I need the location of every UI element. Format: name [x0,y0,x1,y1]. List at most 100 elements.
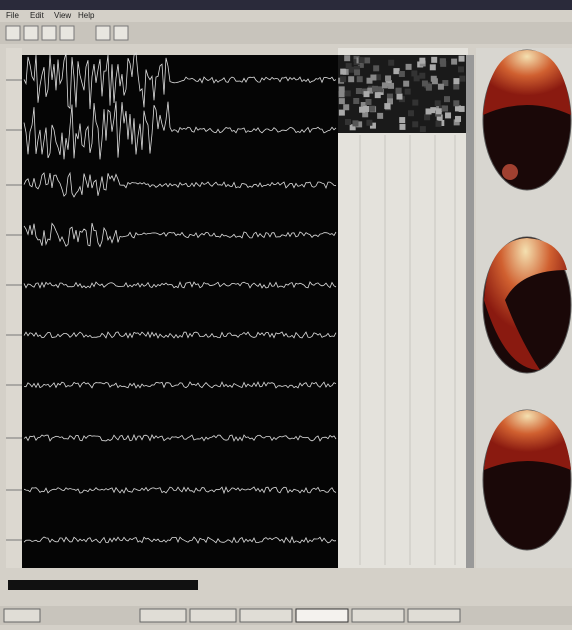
spectrogram-cell [359,106,366,113]
spectrogram-cell [357,61,364,68]
spectrogram-cell [453,100,460,107]
spectrogram-cell [388,82,395,89]
spectrogram-cell [425,108,432,115]
spectrogram-cell [366,119,373,126]
spectrogram-cell [403,80,410,87]
spectrogram-cell [412,99,419,106]
tool-button[interactable] [59,25,75,41]
spectrogram-cell [344,55,351,62]
eeg-trace [23,222,337,248]
eeg-trace [23,281,337,289]
spectrogram-cell [442,105,449,112]
spectrogram-cell [404,88,411,95]
spectrogram-cell [437,83,444,90]
spectrogram-cell [413,75,420,82]
eeg-trace [23,101,337,160]
spectrogram-cell [430,75,437,82]
spectrogram-cell [386,98,393,105]
spectrogram-cell [395,87,402,94]
spectrogram-cell [374,74,381,81]
spectrogram-cell [338,98,345,105]
spectrogram-cell [396,93,403,100]
spectrogram-cell [384,103,391,110]
spectrogram-cell [399,117,406,124]
toolbar [0,22,572,44]
spectrogram-cell [338,109,345,116]
spectrogram-cell [385,75,392,82]
start-button[interactable] [3,608,41,623]
spectrogram-cell [348,76,355,83]
spectrogram-cell [405,63,412,70]
spectrogram-cell [442,80,449,87]
progress-bar [8,580,198,590]
spectrogram-cell [455,115,462,122]
spectrogram-cell [356,76,363,83]
tool-button[interactable] [23,25,39,41]
spectrogram-cell [453,78,460,85]
spectrogram-cell [340,68,347,75]
spectrogram-cell [434,100,441,107]
task-button[interactable] [351,608,405,623]
spectrogram-cell [340,76,347,83]
tool-button[interactable] [41,25,57,41]
spectrogram-cell [421,80,428,87]
spectrogram-cell [362,111,369,118]
spectrogram-cell [366,77,373,84]
spectrogram-cell [393,68,400,75]
menu-item[interactable]: Edit [30,11,45,20]
topomaps [482,49,572,551]
spectrogram-cell [431,56,438,63]
spectrogram-cell [445,112,452,119]
toolbar-buttons [5,25,129,41]
menu-item[interactable]: View [54,11,71,20]
spectrogram-cell [353,66,360,73]
task-button[interactable] [189,608,237,623]
spectrogram-cell [374,92,381,99]
eeg-traces [6,51,337,544]
menu-item[interactable]: Help [78,11,95,20]
spectrogram-cell [377,112,384,119]
head-map-region [483,50,571,115]
spectrogram-cell [345,63,352,70]
spectrogram-cell [367,87,374,94]
menu-item[interactable]: File [6,11,19,20]
eeg-trace [23,433,337,442]
spectrogram-cell [348,66,355,73]
spectrogram-cell [444,96,451,103]
spectrogram-cell [458,105,465,112]
spectrogram-cell [338,86,345,93]
head-map-region [502,164,518,180]
menu-bar [0,10,572,22]
eeg-trace [23,171,337,198]
spectrogram-cell [343,104,350,111]
title-bar [0,0,572,10]
spectrogram-cell [425,83,432,90]
spectrogram-cell [453,83,460,90]
spectrogram-cell [363,91,370,98]
eeg-trace [23,381,337,389]
spectrogram-cell [459,75,466,82]
tool-button[interactable] [113,25,129,41]
spectrogram-cell [372,85,379,92]
tool-button[interactable] [5,25,21,41]
spectrogram-cell [411,70,418,77]
task-button[interactable] [139,608,187,623]
spectrogram-cell [365,98,372,105]
spectrogram-cell [439,58,446,65]
spectrogram-cell [435,108,442,115]
spectrogram-cell [370,74,377,81]
spectrogram-cell [363,106,370,113]
spectrogram-cell [381,82,388,89]
task-button[interactable] [407,608,461,623]
task-button[interactable] [239,608,293,623]
spectrogram-cell [344,90,351,97]
spectrogram-cell [353,97,360,104]
spectrogram-cell [360,102,367,109]
eeg-trace [23,51,337,110]
task-button[interactable] [295,608,349,623]
spectrogram-cell [412,121,419,128]
tool-button[interactable] [95,25,111,41]
spectrogram-cell [454,105,461,112]
spectrogram-cell [435,120,442,127]
